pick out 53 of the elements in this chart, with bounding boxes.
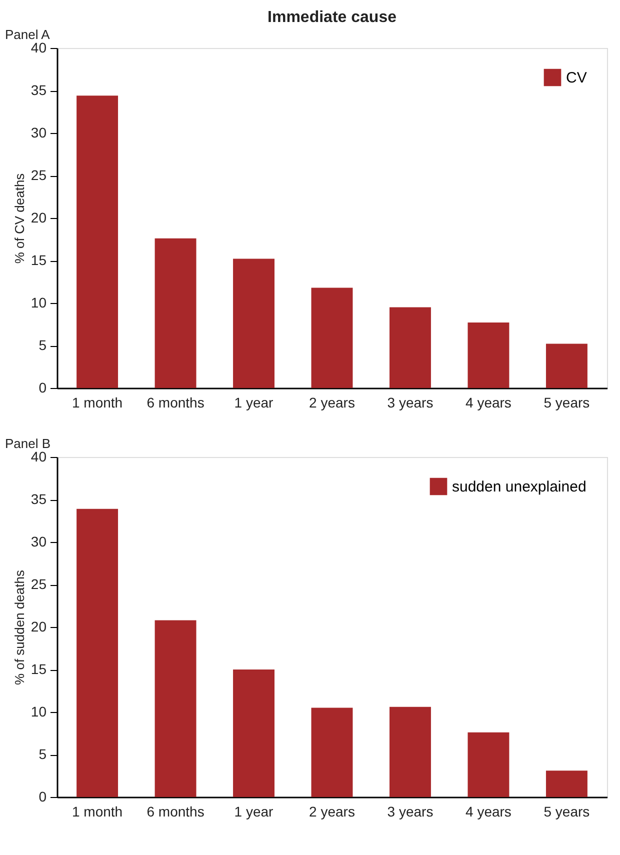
y-tick-label: 20 bbox=[30, 210, 47, 226]
x-tick-label: 5 years bbox=[544, 804, 590, 820]
y-tick-label: 5 bbox=[38, 337, 47, 353]
legend-label: CV bbox=[566, 70, 587, 86]
bar bbox=[468, 322, 510, 388]
bar bbox=[154, 620, 196, 797]
bar bbox=[546, 344, 588, 388]
x-tick-label: 6 months bbox=[146, 394, 204, 410]
x-tick-label: 1 year bbox=[234, 804, 274, 820]
y-tick-label: 35 bbox=[30, 82, 47, 98]
y-tick-label: 15 bbox=[30, 661, 47, 677]
x-tick-label: 6 months bbox=[146, 804, 204, 820]
bar bbox=[311, 288, 353, 388]
y-tick-label: 25 bbox=[30, 167, 47, 183]
x-tick-label: 1 month bbox=[72, 804, 123, 820]
y-tick-label: 0 bbox=[38, 380, 47, 396]
y-tick-label: 10 bbox=[30, 294, 47, 310]
bar bbox=[311, 708, 353, 797]
bar bbox=[546, 770, 588, 797]
legend-label: sudden unexplained bbox=[452, 478, 586, 496]
x-tick-label: 4 years bbox=[466, 804, 512, 820]
x-tick-label: 4 years bbox=[466, 394, 512, 410]
x-tick-label: 1 year bbox=[234, 394, 274, 410]
y-tick-label: 20 bbox=[30, 618, 47, 634]
bar bbox=[154, 238, 196, 388]
bar bbox=[390, 307, 431, 388]
x-tick-label: 3 years bbox=[387, 394, 434, 410]
y-tick-label: 25 bbox=[30, 576, 47, 592]
bar bbox=[76, 96, 118, 388]
x-tick-label: 1 month bbox=[72, 394, 123, 410]
bar bbox=[390, 706, 431, 797]
y-tick-label: 5 bbox=[38, 746, 47, 762]
y-tick-label: 10 bbox=[30, 704, 47, 720]
x-tick-label: 2 years bbox=[309, 394, 355, 410]
text: Panel A bbox=[5, 27, 50, 42]
bar bbox=[233, 670, 274, 797]
bar bbox=[468, 732, 510, 797]
y-axis-title: % of sudden deaths bbox=[12, 570, 27, 685]
text: Panel B bbox=[5, 436, 51, 451]
y-axis-title: % of CV deaths bbox=[12, 172, 27, 264]
y-tick-label: 0 bbox=[38, 788, 47, 804]
y-tick-label: 15 bbox=[30, 252, 47, 268]
bar bbox=[233, 258, 274, 388]
x-tick-label: 3 years bbox=[387, 804, 434, 820]
y-tick-label: 40 bbox=[30, 40, 47, 56]
x-tick-label: 5 years bbox=[544, 394, 590, 410]
x-tick-label: 2 years bbox=[309, 804, 355, 820]
bar bbox=[76, 508, 118, 797]
chart-title: Immediate cause bbox=[268, 9, 397, 26]
y-tick-label: 35 bbox=[30, 491, 47, 507]
y-tick-label: 40 bbox=[30, 448, 47, 464]
y-tick-label: 30 bbox=[30, 534, 47, 550]
y-tick-label: 30 bbox=[30, 124, 47, 140]
